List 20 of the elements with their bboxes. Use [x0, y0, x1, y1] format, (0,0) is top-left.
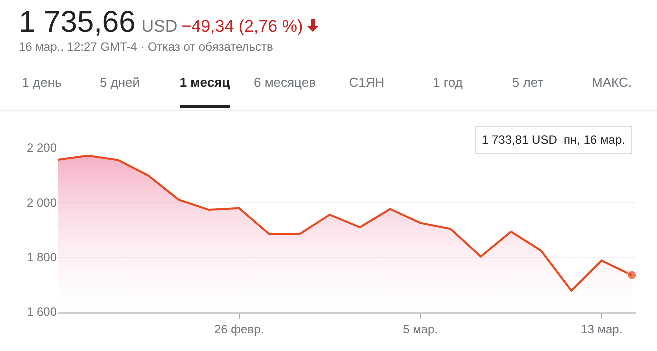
text: 1 733,81 USD пн, 16 мар.: [482, 133, 626, 147]
y-tick-label: 1 600: [26, 305, 58, 320]
y-tick-label: 1 800: [26, 250, 58, 265]
text: 6 месяцев: [254, 75, 316, 90]
x-tick-label: 5 мар.: [403, 322, 438, 336]
text: 1 месяц: [180, 75, 230, 90]
y-tick-label: 2 200: [26, 141, 58, 156]
text: USD: [142, 17, 178, 36]
text: МАКС.: [592, 75, 632, 90]
x-tick-label: 13 мар.: [581, 322, 623, 336]
x-tick-label: 26 февр.: [214, 322, 264, 336]
text: 5 лет: [512, 75, 544, 90]
text: 5 дней: [100, 75, 140, 90]
text: −49,34 (2,76 %): [182, 17, 304, 36]
chart-title: 1 735,66: [19, 6, 136, 39]
text: 1 день: [22, 75, 62, 90]
y-tick-label: 2 000: [26, 196, 58, 210]
chart-subtitle: 16 мар., 12:27 GMT-4 · Отказ от обязательств: [19, 40, 274, 54]
text: 1 год: [433, 75, 463, 90]
text: С1ЯН: [349, 75, 385, 90]
